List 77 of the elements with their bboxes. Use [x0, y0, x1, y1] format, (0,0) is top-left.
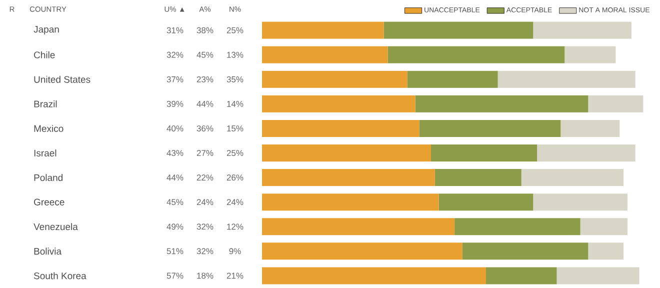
data-label: 14% — [227, 100, 244, 107]
y-tick-label: Mexico — [34, 124, 64, 132]
y-tick-label: South Korea — [34, 272, 86, 280]
data-label: 12% — [227, 224, 244, 230]
bar — [521, 169, 624, 186]
data-label: 36% — [196, 125, 214, 132]
bar — [262, 70, 408, 88]
data-label: 49% — [166, 224, 184, 230]
data-label: 51% — [166, 248, 184, 254]
bar — [262, 194, 439, 211]
data-label: 35% — [226, 76, 244, 82]
data-label: 43% — [166, 150, 184, 156]
bar — [454, 218, 580, 236]
data-label: 44% — [166, 174, 184, 181]
data-label: 25% — [226, 27, 244, 34]
y-tick-label: Israel — [34, 150, 56, 156]
bar — [556, 267, 640, 284]
bar — [262, 22, 384, 39]
data-label: 25% — [226, 150, 244, 156]
y-tick-label: United States — [34, 76, 90, 83]
data-label: 21% — [226, 272, 244, 279]
data-label: 39% — [166, 100, 184, 107]
bar — [462, 242, 588, 260]
data-label: 38% — [196, 27, 214, 34]
bar — [560, 120, 620, 137]
data-label: 32% — [196, 224, 214, 230]
y-tick-label: Poland — [34, 174, 63, 182]
data-label: 13% — [227, 52, 244, 58]
y-tick-label: Bolivia — [34, 248, 62, 255]
bar — [262, 144, 431, 162]
bar — [533, 194, 628, 211]
bar — [415, 95, 588, 112]
bar — [384, 22, 534, 39]
bar — [262, 267, 486, 284]
bar — [262, 242, 462, 260]
data-label: 32% — [166, 52, 184, 58]
data-label: 45% — [196, 52, 214, 58]
bar — [262, 120, 420, 137]
y-tick-label: Brazil — [34, 100, 57, 108]
bar — [419, 120, 561, 137]
data-label: 40% — [166, 125, 184, 132]
y-tick-label: Greece — [34, 198, 64, 206]
data-label: 24% — [226, 199, 244, 206]
data-label: 26% — [226, 174, 244, 181]
bar — [533, 22, 632, 39]
data-label: 9% — [229, 248, 241, 254]
data-label: 22% — [196, 174, 214, 181]
data-label: 27% — [196, 150, 214, 156]
data-label: 18% — [197, 272, 214, 279]
bar — [498, 70, 636, 88]
bar — [262, 95, 416, 112]
bar — [564, 46, 616, 64]
data-label: 57% — [166, 272, 184, 279]
y-tick-label: Japan — [34, 26, 59, 35]
bar — [430, 144, 538, 162]
data-label: 32% — [196, 248, 214, 254]
data-label: 44% — [196, 100, 214, 107]
bar — [407, 70, 498, 88]
bar — [588, 242, 624, 260]
bar — [580, 218, 628, 236]
bar — [388, 46, 565, 64]
data-label: 31% — [166, 27, 184, 34]
data-label: 24% — [196, 199, 214, 206]
y-tick-label: Chile — [34, 51, 55, 58]
data-label: 23% — [196, 76, 214, 82]
y-tick-label: Venezuela — [34, 223, 78, 230]
bar — [537, 144, 636, 162]
bar — [434, 169, 522, 186]
data-label: 37% — [166, 76, 184, 82]
bar — [262, 169, 435, 186]
data-label: 45% — [166, 199, 184, 206]
bar — [262, 218, 455, 236]
bar — [262, 46, 388, 64]
bar — [438, 194, 534, 211]
bar — [486, 267, 557, 284]
bar — [588, 95, 644, 112]
data-label: 15% — [227, 125, 244, 132]
